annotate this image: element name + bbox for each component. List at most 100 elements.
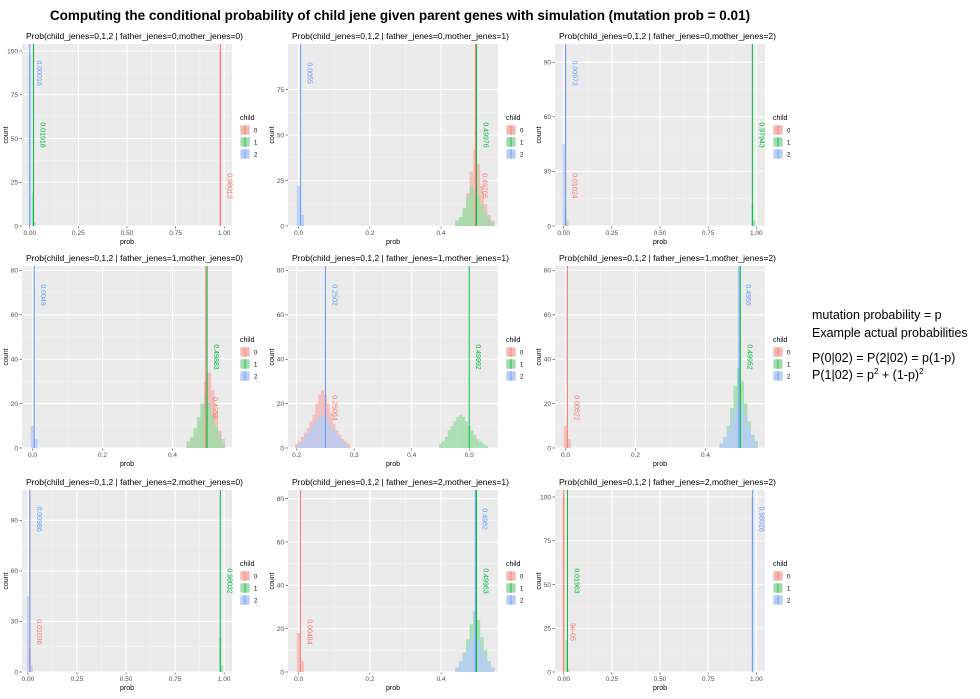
histogram-bar-1 [487,218,491,226]
mean-label-1: 0.49976 [482,122,489,147]
legend-label-0: 0 [787,129,791,135]
histogram-bar-1 [485,445,488,448]
panel-title: Prob(child_jenes=0,1,2 | father_jenes=2,… [26,477,243,487]
x-tick-label: 0.0 [28,452,37,459]
histogram-bar-2 [458,663,463,672]
histogram-bar-0 [566,220,569,226]
histogram-bar-1 [193,428,197,448]
legend-label-0: 0 [787,575,791,581]
mean-label-2: 0.98028 [758,506,765,531]
histogram-bar-1 [473,434,477,448]
histogram-bar-2 [338,436,342,448]
histogram-bar-2 [462,656,466,672]
x-tick-label: 0.75 [169,230,182,237]
x-tick-label: 0.4 [701,452,710,459]
histogram-bar-1 [31,194,34,226]
legend-label-1: 1 [520,363,524,369]
y-axis-label: count [3,126,10,143]
annotation-line-4: P(1|02) = p2 + (1-p)2 [812,365,968,382]
mean-label-0: 9e-05 [569,623,576,641]
legend-label-2: 2 [787,375,791,381]
x-tick-label: 0.25 [606,676,619,683]
y-tick-label: 80 [11,268,19,275]
histogram-bar-1 [200,403,204,448]
histogram-bar-2 [329,425,333,448]
histogram-bar-0 [300,661,305,672]
panel-title: Prob(child_jenes=0,1,2 | father_jenes=0,… [292,31,509,41]
legend-label-0: 0 [254,575,258,581]
histogram-bar-1 [490,222,495,226]
y-axis-label: count [536,126,543,143]
y-tick-label: 90 [11,518,19,525]
histogram-bar-2 [490,667,495,672]
y-tick-label: 25 [277,178,285,185]
panel-title: Prob(child_jenes=0,1,2 | father_jenes=2,… [559,477,776,487]
y-tick-label: 0 [280,445,284,452]
y-tick-label: 80 [277,268,285,275]
histogram-bar-0 [476,164,481,226]
x-tick-label: 0.00 [557,676,570,683]
histogram-bar-1 [476,196,481,226]
histogram-bar-2 [312,423,316,448]
histogram-bar-1 [211,414,215,448]
histogram-bar-0 [563,425,568,448]
legend-title: child [240,337,255,344]
histogram-bar-1 [565,640,568,672]
histogram-bar-2 [483,656,488,672]
x-tick-label: 1.00 [750,676,763,683]
y-tick-label: 25 [11,180,19,187]
legend-label-1: 1 [787,587,791,593]
panel-4: Prob(child_jenes=0,1,2 | father_jenes=1,… [3,253,258,468]
histogram-bar-1 [453,421,457,448]
legend-label-1: 1 [254,363,258,369]
histogram-bar-2 [300,441,304,448]
y-tick-label: 0 [280,223,284,230]
annotation-line-4-sup2: 2 [919,367,924,376]
y-tick-label: 0 [14,445,18,452]
annotation-note: mutation probability = p Example actual … [812,306,968,382]
x-tick-label: 0.25 [71,676,84,683]
y-tick-label: 40 [544,357,552,364]
mean-label-1: 0.49992 [474,344,481,369]
mean-label-0: 0.00484 [305,619,312,644]
legend-label-2: 2 [520,375,524,381]
histogram-bar-2 [315,419,319,448]
legend-label-0: 0 [520,575,524,581]
y-tick-label: 40 [277,357,285,364]
x-tick-label: 0.00 [22,676,35,683]
histogram-bar-1 [476,439,480,448]
histogram-bar-2 [740,405,744,448]
histogram-bar-2 [562,144,565,226]
histogram-bar-2 [326,421,330,448]
histogram-bar-2 [341,441,345,448]
histogram-bar-1 [458,216,463,226]
x-tick-label: 0.2 [631,452,640,459]
panel-3: Prob(child_jenes=0,1,2 | father_jenes=0,… [536,31,791,246]
histogram-bar-2 [480,648,484,672]
y-tick-label: 100 [7,48,18,55]
histogram-bar-1 [221,443,225,448]
x-tick-label: 0.0 [561,452,570,459]
legend-title: child [773,561,788,568]
histogram-bar-2 [751,436,755,448]
histogram-bar-1 [447,430,451,448]
mean-label-2: 0.00973 [571,60,578,85]
x-tick-label: 0.25 [72,230,85,237]
histogram-bar-1 [207,403,211,448]
histogram-bar-0 [567,439,571,448]
histogram-bar-1 [444,436,448,448]
y-tick-label: 75 [277,87,285,94]
mean-label-1: 0.01918 [39,122,46,147]
legend-title: child [773,115,788,122]
histogram-bar-1 [567,668,570,672]
legend-label-2: 2 [520,153,524,159]
x-tick-label: 0.0 [294,230,303,237]
y-tick-label: 60 [544,114,552,121]
x-tick-label: 0.4 [437,676,446,683]
mean-label-2: 0.00986 [35,506,42,531]
mean-label-0: 0.98013 [225,173,232,198]
histogram-bar-1 [470,430,474,448]
histogram-bar-2 [309,428,313,448]
x-tick-label: 0.0 [294,676,303,683]
histogram-bar-1 [469,185,474,226]
